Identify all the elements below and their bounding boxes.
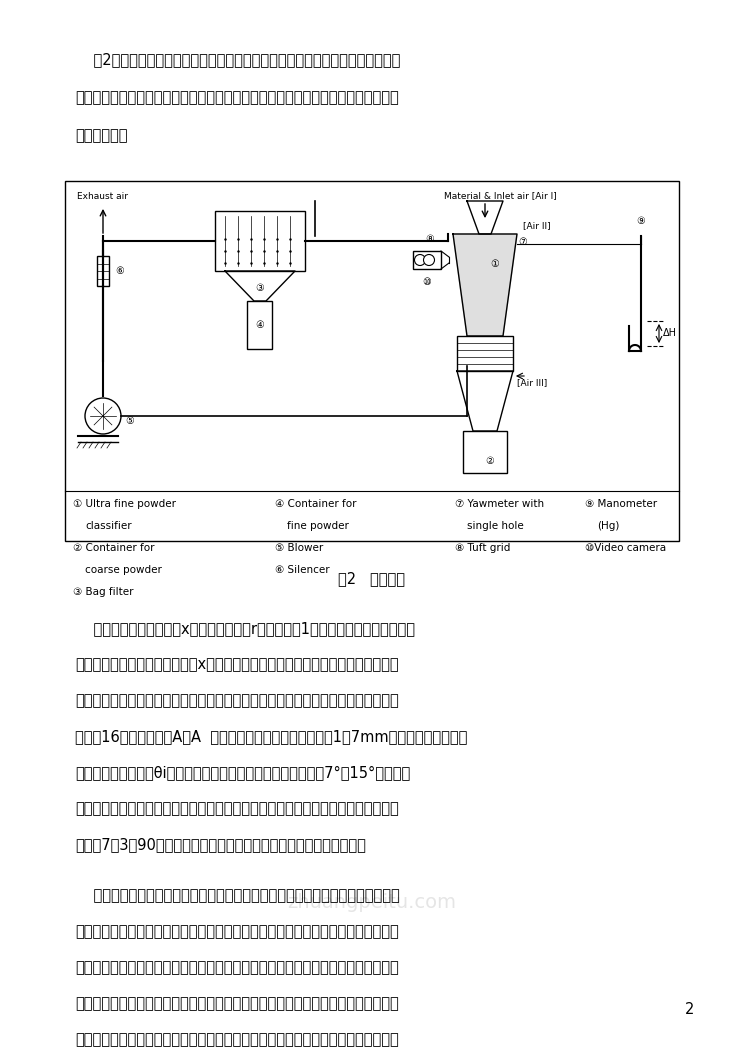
Text: ⑨: ⑨ [637,216,645,226]
Bar [248,301,272,349]
Text: ④: ④ [256,320,264,330]
Text: fine powder: fine powder [287,521,349,531]
Bar [457,336,513,371]
Polygon shape [453,234,517,336]
Text: ①: ① [490,259,499,269]
Text: 以分散颗粒而空气（三次风）被风机从百叶窗口吹入，所有的空气通过在外面的布袋: 以分散颗粒而空气（三次风）被风机从百叶窗口吹入，所有的空气通过在外面的布袋 [75,90,399,105]
Text: 收尘器过滤。: 收尘器过滤。 [75,128,127,143]
Text: classifier: classifier [85,521,132,531]
Text: [Air III]: [Air III] [517,379,548,387]
Bar [413,251,441,269]
Bar [215,211,305,271]
Text: 图2   建立实验: 图2 建立实验 [339,571,405,586]
Text: ⑦ Yawmeter with: ⑦ Yawmeter with [455,499,544,509]
Text: ⑩Video camera: ⑩Video camera [585,543,666,553]
Circle shape [85,398,121,434]
Text: ④ Container for: ④ Container for [275,499,356,509]
Text: 动。风从百叶窗之间的通道通过时便产生了涡流。一次风、二次风、三次风的体积流: 动。风从百叶窗之间的通道通过时便产生了涡流。一次风、二次风、三次风的体积流 [75,801,399,816]
Text: 嘴引入分散区。涡流的方向和在选粉区里的方向一致。被引入选粉区的物料在圆锥上: 嘴引入分散区。涡流的方向和在选粉区里的方向一致。被引入选粉区的物料在圆锥上 [75,996,399,1011]
Circle shape [414,255,426,265]
Text: Material & Inlet air [Air I]: Material & Inlet air [Air I] [443,191,557,200]
Text: ⑦: ⑦ [519,237,527,247]
Text: ③ Bag filter: ③ Bag filter [73,587,133,596]
Text: 此外，在选粉区内的涡流形成了一个三维的复合流动区，这个区域里存在着离心: 此外，在选粉区内的涡流形成了一个三维的复合流动区，这个区域里存在着离心 [75,888,400,903]
Text: 分布着16片导向叶片（A－A  断面），在百叶窗之间的宽度在1到7mm的范围内是可变的。: 分布着16片导向叶片（A－A 断面），在百叶窗之间的宽度在1到7mm的范围内是可… [75,729,467,744]
Bar [463,431,507,473]
Text: single hole: single hole [467,521,524,531]
Bar [97,256,109,286]
Circle shape [423,255,434,265]
Text: ⑤ Blower: ⑤ Blower [275,543,323,553]
Text: ΔH: ΔH [663,328,677,339]
Text: 2: 2 [684,1002,694,1017]
Text: 量比为7：3：90。那么，涡流在选粉区内的流动特性便取决于三次风。: 量比为7：3：90。那么，涡流在选粉区内的流动特性便取决于三次风。 [75,837,366,852]
Text: 被二次风很好地分散后从顶部沿x方向，重力方向，流入圆锥形的选粉区。三次风通: 被二次风很好地分散后从顶部沿x方向，重力方向，流入圆锥形的选粉区。三次风通 [75,658,399,672]
Text: ⑤: ⑤ [125,416,134,426]
Text: 导向叶片的安装角度θi取决于导向叶片之间通道的宽度，可以在7°到15°范围内变: 导向叶片的安装角度θi取决于导向叶片之间通道的宽度，可以在7°到15°范围内变 [75,765,410,780]
Bar [65,181,679,541]
Text: ⑧: ⑧ [426,234,434,244]
Text: ② Container for: ② Container for [73,543,155,553]
Text: 力。当涡流运动时，三次风在圆锥半径方向（向心）流动，到了中心处风变通过出风: 力。当涡流运动时，三次风在圆锥半径方向（向心）流动，到了中心处风变通过出风 [75,924,399,939]
Text: ⑥ Silencer: ⑥ Silencer [275,565,330,575]
Text: (Hg): (Hg) [597,521,619,531]
Text: ②: ② [486,456,494,466]
Text: ① Ultra fine powder: ① Ultra fine powder [73,499,176,509]
Text: ⑧ Tuft grid: ⑧ Tuft grid [455,543,510,553]
Text: ⑨ Manometer: ⑨ Manometer [585,499,657,509]
Text: ③: ③ [256,283,264,294]
Text: 图2是实验建立的示意图。空气（一次风）带着细粉流动，空气（二次风）流动: 图2是实验建立的示意图。空气（一次风）带着细粉流动，空气（二次风）流动 [75,52,400,67]
Text: 部区域受到一个大的离心力作用，于是粗粉在半径方向上被分离出来，然后通过底部: 部区域受到一个大的离心力作用，于是粗粉在半径方向上被分离出来，然后通过底部 [75,1032,399,1047]
Text: 口排出。另一方面，混合着物料的一次风与涡流在很好地被二次风分散后一起从主喷: 口排出。另一方面，混合着物料的一次风与涡流在很好地被二次风分散后一起从主喷 [75,960,399,975]
Text: ⑩: ⑩ [423,277,432,287]
Text: 选粉机的中轴可以看成x坐标，而半径为r坐标（见图1）。一次风夹带着的颗粒在: 选粉机的中轴可以看成x坐标，而半径为r坐标（见图1）。一次风夹带着的颗粒在 [75,621,415,636]
Text: ⑥: ⑥ [115,266,124,276]
Text: zhuangpeitu.com: zhuangpeitu.com [287,892,457,911]
Text: 过均匀分布在底部外围的百叶窗中间的通道方向一致地吹入选粉区。圆周方向均匀地: 过均匀分布在底部外围的百叶窗中间的通道方向一致地吹入选粉区。圆周方向均匀地 [75,693,399,708]
Text: Exhaust air: Exhaust air [77,193,129,201]
Text: coarse powder: coarse powder [85,565,162,575]
Text: [Air II]: [Air II] [523,222,551,230]
